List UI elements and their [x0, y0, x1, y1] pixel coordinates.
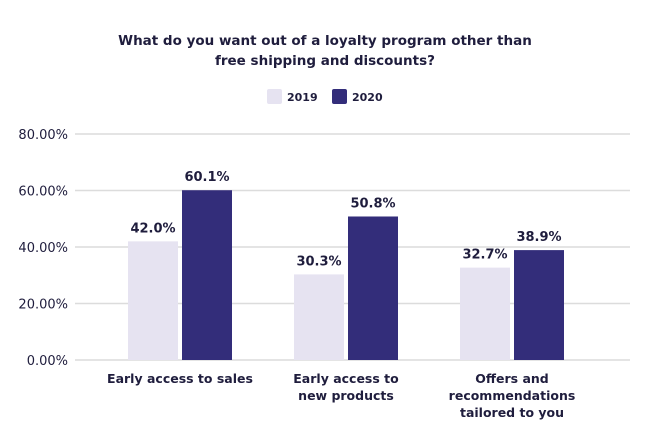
data-label: 42.0%: [130, 221, 175, 236]
bar-2019: [128, 241, 178, 360]
x-category-label: Offers and: [475, 371, 548, 386]
legend-swatch-2019: [267, 89, 282, 104]
x-category-label: Early access to: [293, 371, 399, 386]
legend-label: 2019: [287, 91, 318, 104]
bar-2020: [514, 250, 564, 360]
bar-2019: [294, 274, 344, 360]
y-tick-label: 80.00%: [18, 128, 68, 143]
data-label: 38.9%: [516, 230, 561, 245]
data-label: 32.7%: [462, 248, 507, 263]
data-label: 60.1%: [184, 170, 229, 185]
x-category-label: tailored to you: [460, 405, 564, 420]
legend-label: 2020: [352, 91, 383, 104]
bar-2019: [460, 267, 510, 360]
y-tick-label: 20.00%: [18, 298, 68, 313]
y-tick-label: 40.00%: [18, 241, 68, 256]
bar-2020: [348, 216, 398, 360]
chart-title-line: What do you want out of a loyalty progra…: [118, 33, 532, 49]
x-category-label: Early access to sales: [107, 371, 253, 386]
y-tick-label: 60.00%: [18, 185, 68, 200]
data-label: 30.3%: [296, 254, 341, 269]
chart-title-line: free shipping and discounts?: [215, 53, 435, 69]
x-category-label: new products: [298, 388, 394, 403]
x-category-label: recommendations: [449, 388, 576, 403]
legend-swatch-2020: [332, 89, 347, 104]
y-tick-label: 0.00%: [27, 354, 68, 369]
data-label: 50.8%: [350, 196, 395, 211]
bar-2020: [182, 190, 232, 360]
